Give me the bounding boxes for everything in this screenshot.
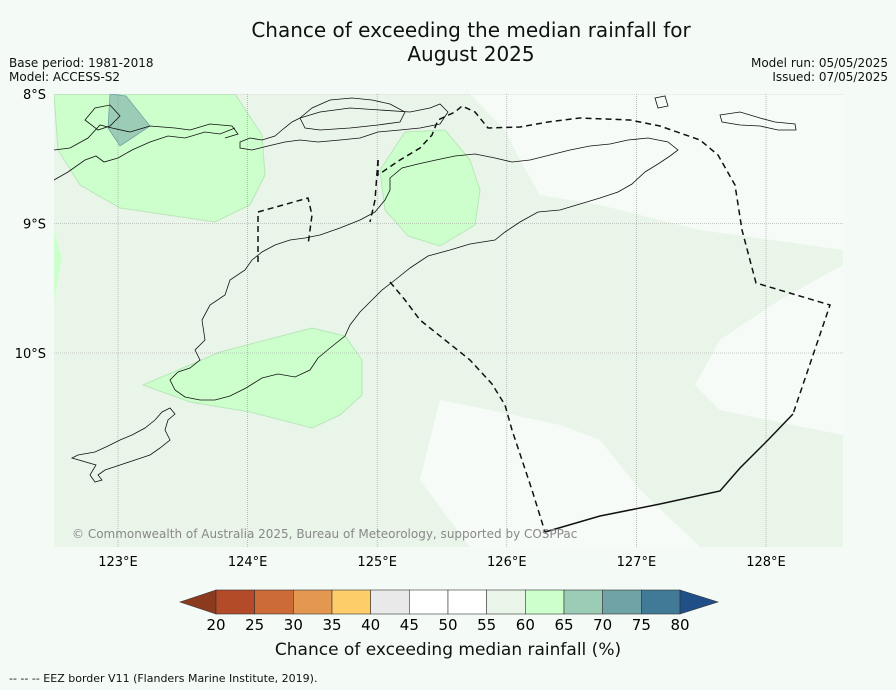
- title-line-1: Chance of exceeding the median rainfall …: [251, 18, 691, 42]
- contour-60-65-south: [141, 327, 363, 429]
- eez-footnote: -- -- -- EEZ border V11 (Flanders Marine…: [9, 672, 318, 685]
- colorbar-swatch-8: [525, 589, 565, 615]
- legend-title: Chance of exceeding median rainfall (%): [274, 640, 622, 660]
- colorbar-tick-5: 45: [400, 616, 419, 634]
- eez-border-north: [377, 105, 831, 415]
- latitude-labels: 8°S 9°S 10°S: [15, 88, 46, 362]
- contour-65-70: [107, 94, 151, 147]
- colorbar-tick-0: 20: [206, 616, 225, 634]
- colorbar-extend-high: [679, 589, 719, 615]
- lat-label-1: 9°S: [23, 218, 46, 233]
- coastline-north-islands: [84, 103, 449, 151]
- lon-label-2: 125°E: [357, 555, 397, 570]
- model-name: Model: ACCESS-S2: [9, 70, 121, 84]
- eez-border-west: [257, 159, 379, 262]
- colorbar-tick-12: 80: [670, 616, 689, 634]
- base-period: Base period: 1981-2018: [9, 56, 154, 70]
- colorbar-swatch-11: [641, 589, 681, 615]
- meta-right: Model run: 05/05/2025 Issued: 07/05/2025: [751, 56, 888, 84]
- coastline-east-islands: [654, 95, 797, 131]
- colorbar-tick-10: 70: [593, 616, 612, 634]
- contour-60-65-northwest: [54, 94, 266, 223]
- title-line-2: August 2025: [407, 42, 535, 66]
- contour-50-55-east: [695, 265, 843, 435]
- colorbar-swatch-6: [447, 589, 487, 615]
- coastline-sumba-rote: [70, 407, 176, 483]
- lon-label-5: 128°E: [746, 555, 786, 570]
- meta-left: Base period: 1981-2018 Model: ACCESS-S2: [9, 56, 154, 84]
- eez-border-southeast: [544, 413, 794, 533]
- lat-label-0: 8°S: [23, 88, 46, 103]
- colorbar: 20 25 30 35 40 45 50 55 60 65 70 75 80: [179, 589, 719, 634]
- colorbar-tick-7: 55: [477, 616, 496, 634]
- colorbar-swatch-0: [215, 589, 255, 615]
- lat-label-2: 10°S: [15, 347, 46, 362]
- longitude-labels: 123°E 124°E 125°E 126°E 127°E 128°E: [98, 555, 786, 570]
- gridlines: [54, 94, 843, 547]
- colorbar-tick-3: 35: [322, 616, 341, 634]
- colorbar-tick-8: 60: [516, 616, 535, 634]
- colorbar-swatch-1: [254, 589, 294, 615]
- colorbar-swatch-7: [486, 589, 526, 615]
- contour-55-60: [54, 94, 843, 547]
- colorbar-swatch-9: [563, 589, 603, 615]
- lon-label-3: 126°E: [487, 555, 527, 570]
- colorbar-swatch-10: [602, 589, 642, 615]
- lon-label-1: 124°E: [228, 555, 268, 570]
- map-title: Chance of exceeding the median rainfall …: [0, 18, 896, 66]
- colorbar-extend-low: [179, 589, 217, 615]
- colorbar-tick-2: 30: [284, 616, 303, 634]
- colorbar-tick-1: 25: [245, 616, 264, 634]
- colorbar-tick-9: 65: [554, 616, 573, 634]
- coastline-timor: [169, 137, 679, 401]
- lon-label-4: 127°E: [617, 555, 657, 570]
- map-panel: [54, 94, 843, 547]
- coastline-flores: [54, 123, 239, 181]
- lon-label-0: 123°E: [98, 555, 138, 570]
- eez-border: [257, 105, 831, 533]
- colorbar-tick-6: 50: [438, 616, 457, 634]
- colorbar-tick-11: 75: [632, 616, 651, 634]
- copyright-notice: © Commonwealth of Australia 2025, Bureau…: [72, 527, 578, 541]
- issued-date: Issued: 07/05/2025: [772, 70, 888, 84]
- coastlines: [54, 95, 797, 483]
- colorbar-swatch-5: [409, 589, 449, 615]
- contour-60-65-north: [379, 129, 481, 247]
- colorbar-swatch-4: [370, 589, 410, 615]
- colorbar-swatch-2: [293, 589, 333, 615]
- eez-border-south: [389, 281, 546, 533]
- colorbar-tick-4: 40: [361, 616, 380, 634]
- contour-60-65-west-edge: [54, 230, 62, 300]
- colorbar-swatch-3: [331, 589, 371, 615]
- coastline-wetar: [299, 97, 406, 131]
- model-run: Model run: 05/05/2025: [750, 56, 888, 70]
